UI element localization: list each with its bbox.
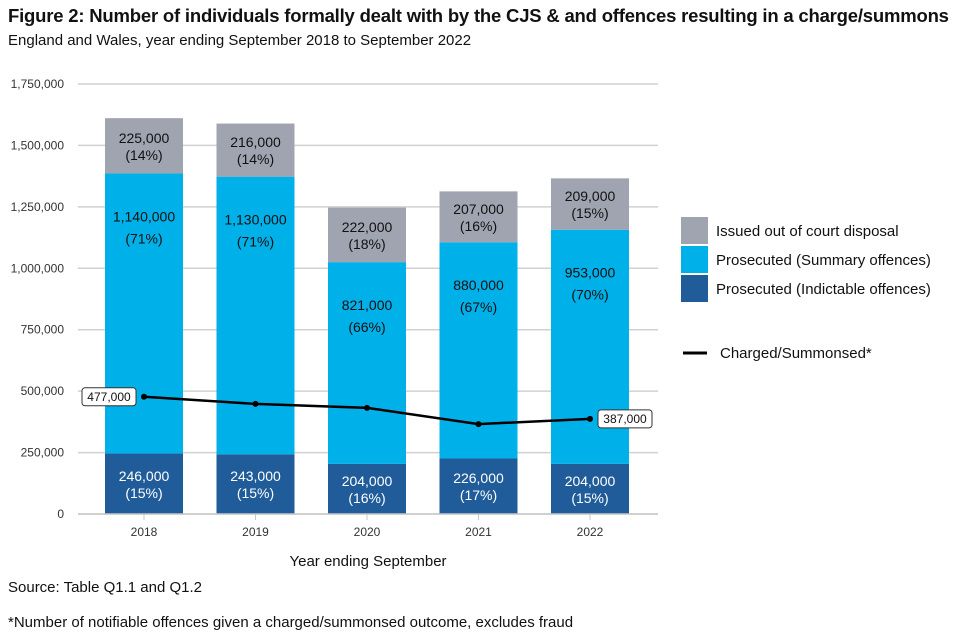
y-tick-label: 1,500,000	[11, 138, 65, 152]
data-label: 225,000	[119, 130, 170, 146]
charged-summonsed-line: 477,000 387,000	[81, 387, 653, 429]
bar-segment	[328, 207, 406, 263]
bar-segment	[105, 173, 183, 454]
bar-labels: 246,000(15%)1,140,000(71%)225,000(14%)24…	[113, 130, 616, 506]
data-label-percent: (15%)	[125, 485, 162, 501]
bars	[105, 118, 629, 514]
x-tick-label: 2021	[465, 525, 492, 539]
bar-segment	[105, 453, 183, 514]
chart-title: Figure 2: Number of individuals formally…	[8, 5, 949, 26]
data-label: 246,000	[119, 468, 170, 484]
bar-segment	[328, 262, 406, 464]
legend-label: Issued out of court disposal	[716, 223, 899, 240]
legend-swatch	[681, 246, 708, 273]
bar-segment	[551, 178, 629, 230]
legend-label: Prosecuted (Indictable offences)	[716, 281, 931, 298]
data-label-percent: (70%)	[571, 287, 608, 303]
line-point	[475, 421, 482, 428]
y-axis-ticks: 0 250,000 500,000 750,000 1,000,000 1,250,000…	[11, 77, 65, 521]
chart-subtitle: England and Wales, year ending September…	[8, 32, 472, 49]
x-tick-label: 2019	[242, 525, 269, 539]
legend-label: Prosecuted (Summary offences)	[716, 252, 931, 269]
y-tick-label: 1,250,000	[11, 200, 65, 214]
data-label-percent: (15%)	[571, 490, 608, 506]
line-annotation-label: 477,000	[87, 390, 131, 404]
bar-segment	[216, 123, 295, 177]
data-label: 880,000	[453, 277, 504, 293]
bar-segment	[551, 463, 629, 514]
data-label: 216,000	[230, 134, 281, 150]
x-tick-label: 2020	[354, 525, 381, 539]
data-label: 1,130,000	[224, 212, 286, 228]
bar-segment	[439, 458, 518, 514]
x-axis-label: Year ending September	[289, 553, 446, 570]
data-label: 222,000	[342, 219, 393, 235]
line-point	[587, 415, 593, 422]
data-label-percent: (14%)	[237, 151, 274, 167]
source-note: Source: Table Q1.1 and Q1.2	[8, 579, 203, 596]
y-tick-label: 0	[57, 507, 64, 521]
legend-label: Charged/Summonsed*	[720, 345, 872, 362]
y-tick-label: 1,750,000	[11, 77, 65, 91]
data-label-percent: (17%)	[460, 487, 497, 503]
data-label-percent: (16%)	[348, 490, 385, 506]
x-tick-label: 2018	[131, 525, 158, 539]
data-label-percent: (14%)	[125, 147, 162, 163]
data-label: 207,000	[453, 201, 504, 217]
legend: Issued out of court disposal Prosecuted (…	[681, 217, 931, 362]
data-label-percent: (15%)	[237, 485, 274, 501]
data-label: 204,000	[565, 473, 616, 489]
legend-swatch	[681, 217, 708, 244]
data-label-percent: (15%)	[571, 205, 608, 221]
data-label-percent: (67%)	[460, 299, 497, 315]
line-point	[141, 393, 147, 400]
y-tick-label: 250,000	[21, 446, 65, 460]
y-tick-label: 1,000,000	[11, 261, 65, 275]
line-annotation-label: 387,000	[603, 412, 647, 426]
data-label-percent: (66%)	[348, 319, 385, 335]
data-label: 204,000	[342, 473, 393, 489]
data-label: 1,140,000	[113, 208, 175, 224]
bar-segment	[216, 454, 295, 514]
line-annotation-box	[81, 387, 137, 407]
line-annotation-box	[597, 409, 653, 429]
data-label-percent: (16%)	[460, 218, 497, 234]
data-label: 209,000	[565, 188, 616, 204]
data-label: 953,000	[565, 265, 616, 281]
bar-segment	[328, 463, 406, 514]
x-axis: 2018 2019 2020 2021 2022	[78, 513, 658, 539]
y-tick-label: 750,000	[21, 323, 65, 337]
data-label: 226,000	[453, 470, 504, 486]
data-label-percent: (71%)	[237, 234, 274, 250]
data-label-percent: (71%)	[125, 230, 162, 246]
line-point	[364, 404, 370, 411]
line-point	[252, 400, 259, 407]
y-tick-label: 500,000	[21, 384, 65, 398]
data-label: 243,000	[230, 468, 281, 484]
data-label: 821,000	[342, 297, 393, 313]
footnote: *Number of notifiable offences given a c…	[8, 614, 574, 631]
bar-segment	[105, 118, 183, 174]
bar-segment	[439, 191, 518, 243]
legend-swatch	[681, 275, 708, 302]
data-label-percent: (18%)	[348, 236, 385, 252]
x-tick-label: 2022	[577, 525, 604, 539]
bar-segment	[216, 176, 295, 455]
